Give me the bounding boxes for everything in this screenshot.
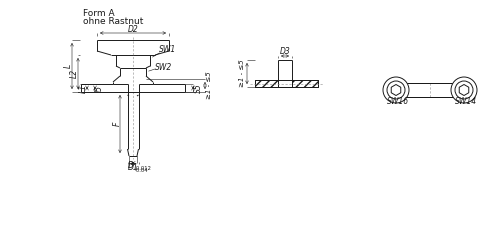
Polygon shape <box>255 80 278 87</box>
Text: ≥1 - ≤5: ≥1 - ≤5 <box>206 72 212 99</box>
Text: D2: D2 <box>128 24 138 33</box>
Text: ≥1 - ≤5: ≥1 - ≤5 <box>239 60 245 87</box>
Text: -0.04: -0.04 <box>135 168 148 174</box>
Text: D1: D1 <box>128 162 138 172</box>
Text: F: F <box>112 122 122 126</box>
Circle shape <box>383 77 409 103</box>
Text: SW14: SW14 <box>455 98 477 106</box>
Text: L1: L1 <box>78 83 88 92</box>
Polygon shape <box>292 80 318 87</box>
Text: SW1: SW1 <box>160 45 176 54</box>
Text: Form A: Form A <box>83 9 114 18</box>
Text: D: D <box>128 161 134 171</box>
Text: L: L <box>64 64 72 68</box>
Text: -0.012: -0.012 <box>135 166 152 171</box>
Text: D3: D3 <box>280 47 290 56</box>
Text: S5: S5 <box>194 83 202 93</box>
Polygon shape <box>396 83 464 97</box>
Text: l5: l5 <box>94 84 104 91</box>
Text: SW2: SW2 <box>156 62 172 71</box>
Text: SW16: SW16 <box>387 98 409 106</box>
Text: L2: L2 <box>70 69 78 78</box>
Circle shape <box>451 77 477 103</box>
Text: ohne Rastnut: ohne Rastnut <box>83 17 144 26</box>
